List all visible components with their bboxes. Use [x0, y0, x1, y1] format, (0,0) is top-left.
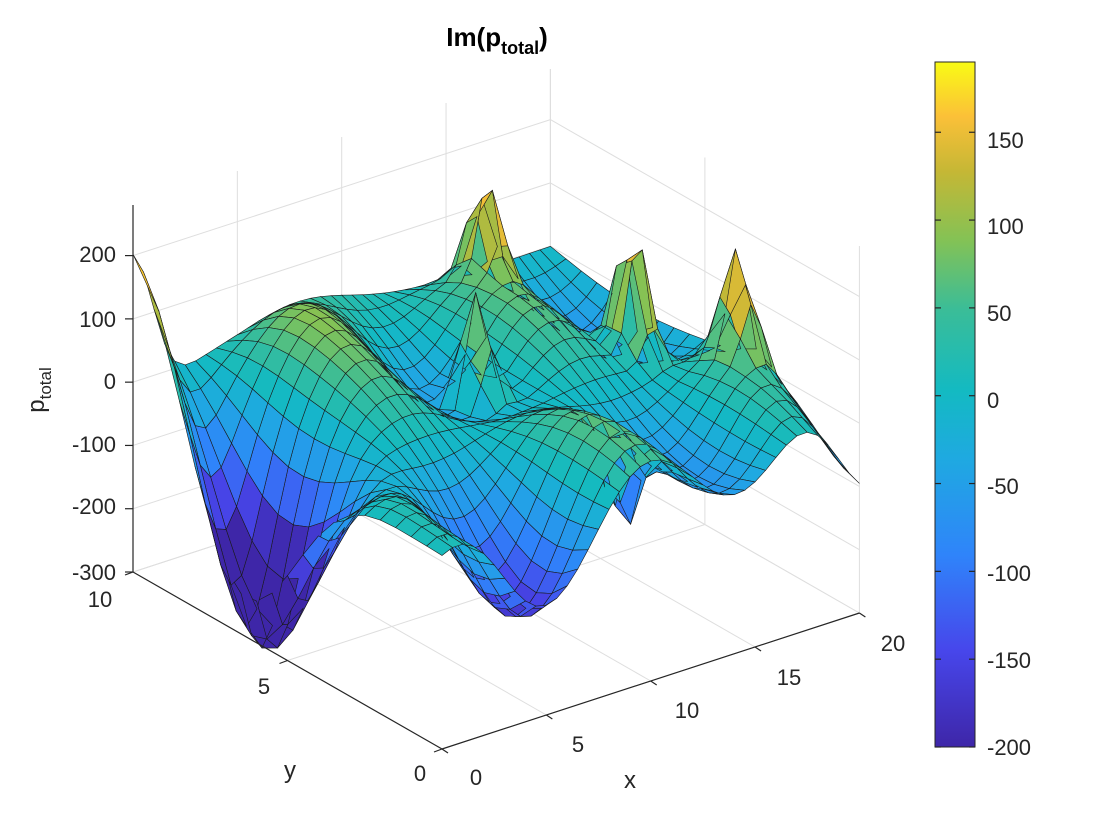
colorbar: -200 -150 -100 -50 0 50 100 150	[934, 61, 1031, 760]
x-tick-label: 0	[470, 765, 482, 790]
chart-title: Im(ptotal)	[446, 22, 548, 58]
x-tick-label: 5	[572, 732, 584, 757]
grid-line	[550, 245, 860, 424]
x-tick-mark	[754, 646, 762, 652]
grid-line	[550, 119, 860, 298]
x-tick-label: 15	[777, 665, 801, 690]
colorbar-tick-label: 100	[987, 214, 1024, 239]
z-tick-label: 200	[79, 242, 116, 267]
colorbar-gradient	[934, 61, 976, 748]
colorbar-tick-label: -50	[987, 474, 1019, 499]
colorbar-tick-label: 0	[987, 388, 999, 413]
grid-line	[550, 182, 860, 361]
y-tick-labels: 0 5 10	[88, 587, 426, 786]
axis-lines	[124, 204, 866, 754]
y-tick-mark	[433, 748, 443, 753]
y-tick-mark	[279, 659, 288, 665]
x-tick-labels: 0 5 10 15 20	[470, 631, 905, 790]
grid-line	[132, 119, 551, 257]
x-tick-label: 10	[675, 698, 699, 723]
x-axis-label: x	[624, 767, 636, 794]
surface-patch	[132, 254, 160, 312]
colorbar-tick-labels: -200 -150 -100 -50 0 50 100 150	[987, 128, 1031, 760]
plot-axes: -300 -200 -100 0 100 200 0 5 10 0 5 10 1…	[23, 68, 905, 794]
y-axis-label: y	[284, 757, 296, 784]
colorbar-tick-label: 50	[987, 301, 1011, 326]
x-tick-label: 20	[881, 631, 905, 656]
z-tick-labels: -300 -200 -100 0 100 200	[72, 242, 116, 585]
z-tick-label: -100	[72, 432, 116, 457]
z-tick-label: -200	[72, 494, 116, 519]
x-tick-mark	[650, 680, 658, 686]
z-tick-label: 100	[79, 307, 116, 332]
y-tick-label: 5	[258, 674, 270, 699]
x-tick-mark	[859, 612, 866, 618]
z-tick-label: 0	[104, 369, 116, 394]
x-tick-mark	[441, 748, 449, 754]
colorbar-tick-label: 150	[987, 128, 1024, 153]
y-tick-label: 0	[414, 761, 426, 786]
surface-mesh	[132, 189, 860, 649]
z-axis-label: ptotal	[23, 367, 55, 413]
colorbar-ticks	[935, 131, 975, 748]
colorbar-tick-label: -150	[987, 648, 1031, 673]
y-tick-label: 10	[88, 587, 112, 612]
colorbar-tick-label: -200	[987, 735, 1031, 760]
z-tick-label: -300	[72, 560, 116, 585]
colorbar-tick-label: -100	[987, 561, 1031, 586]
x-tick-mark	[546, 714, 553, 720]
